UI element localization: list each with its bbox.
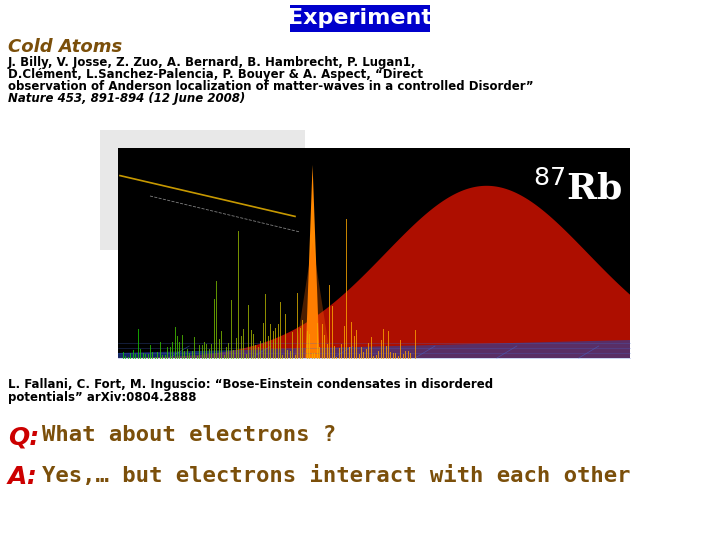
Ellipse shape (132, 158, 265, 234)
Text: potentials” arXiv:0804.2888: potentials” arXiv:0804.2888 (8, 391, 197, 404)
Text: Experiment: Experiment (288, 9, 432, 29)
Text: observation of Anderson localization of matter-waves in a controlled Disorder”: observation of Anderson localization of … (8, 80, 534, 93)
Text: Nature 453, 891-894 (12 June 2008): Nature 453, 891-894 (12 June 2008) (8, 92, 246, 105)
Text: What about electrons ?: What about electrons ? (42, 425, 336, 445)
Text: L. Fallani, C. Fort, M. Inguscio: “Bose-Einstein condensates in disordered: L. Fallani, C. Fort, M. Inguscio: “Bose-… (8, 378, 493, 391)
Bar (118, 148, 630, 358)
Text: A:: A: (8, 465, 38, 489)
Text: $^{87}$Rb: $^{87}$Rb (533, 170, 622, 206)
Ellipse shape (141, 165, 256, 227)
Ellipse shape (125, 153, 272, 239)
Polygon shape (294, 242, 330, 358)
Text: Q:: Q: (8, 425, 40, 449)
Bar (290, 5, 430, 32)
Polygon shape (305, 165, 320, 358)
Text: Cold Atoms: Cold Atoms (8, 38, 122, 56)
Polygon shape (118, 186, 630, 358)
Polygon shape (118, 340, 630, 358)
Bar (100, 130, 305, 250)
Text: Yes,… but electrons interact with each other: Yes,… but electrons interact with each o… (42, 465, 631, 486)
Text: J. Billy, V. Josse, Z. Zuo, A. Bernard, B. Hambrecht, P. Lugan1,: J. Billy, V. Josse, Z. Zuo, A. Bernard, … (8, 56, 416, 69)
Text: D.Clément, L.Sanchez-Palencia, P. Bouyer & A. Aspect, “Direct: D.Clément, L.Sanchez-Palencia, P. Bouyer… (8, 68, 423, 81)
